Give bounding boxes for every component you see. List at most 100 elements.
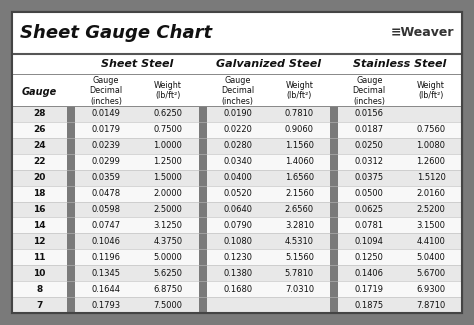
- Text: Galvanized Steel: Galvanized Steel: [216, 59, 321, 69]
- Text: 5.1560: 5.1560: [285, 253, 314, 262]
- Text: 2.5200: 2.5200: [417, 205, 446, 214]
- FancyBboxPatch shape: [338, 233, 462, 249]
- FancyBboxPatch shape: [338, 106, 462, 122]
- Text: 12: 12: [33, 237, 46, 246]
- FancyBboxPatch shape: [207, 265, 330, 281]
- FancyBboxPatch shape: [207, 297, 330, 313]
- FancyBboxPatch shape: [75, 202, 199, 217]
- Text: 0.0190: 0.0190: [223, 110, 252, 118]
- FancyBboxPatch shape: [12, 170, 67, 186]
- Text: 7.5000: 7.5000: [153, 301, 182, 309]
- FancyBboxPatch shape: [12, 186, 67, 202]
- FancyBboxPatch shape: [12, 12, 462, 313]
- Text: 3.2810: 3.2810: [285, 221, 314, 230]
- FancyBboxPatch shape: [207, 122, 330, 138]
- Text: 1.6560: 1.6560: [285, 173, 314, 182]
- Text: 0.0220: 0.0220: [223, 125, 252, 134]
- Text: Weight
(lb/ft²): Weight (lb/ft²): [285, 81, 313, 100]
- Text: 0.1875: 0.1875: [355, 301, 384, 309]
- Text: Sheet Gauge Chart: Sheet Gauge Chart: [20, 24, 212, 42]
- Text: 0.1719: 0.1719: [355, 285, 384, 293]
- Text: 2.1560: 2.1560: [285, 189, 314, 198]
- Text: 0.0790: 0.0790: [223, 221, 252, 230]
- Text: 0.0500: 0.0500: [355, 189, 383, 198]
- Text: 0.0340: 0.0340: [223, 157, 252, 166]
- FancyBboxPatch shape: [75, 106, 199, 122]
- Text: 0.0280: 0.0280: [223, 141, 252, 150]
- Text: 0.0747: 0.0747: [91, 221, 120, 230]
- FancyBboxPatch shape: [207, 138, 330, 154]
- Text: ≡Weaver: ≡Weaver: [391, 27, 454, 40]
- Text: 5.6250: 5.6250: [153, 269, 182, 278]
- Text: 0.0375: 0.0375: [355, 173, 384, 182]
- Text: 1.2500: 1.2500: [153, 157, 182, 166]
- FancyBboxPatch shape: [75, 281, 199, 297]
- Text: Gauge: Gauge: [22, 86, 57, 97]
- FancyBboxPatch shape: [338, 170, 462, 186]
- FancyBboxPatch shape: [338, 138, 462, 154]
- Text: 2.0160: 2.0160: [417, 189, 446, 198]
- FancyBboxPatch shape: [12, 54, 462, 74]
- Text: 5.0000: 5.0000: [153, 253, 182, 262]
- Text: 1.2600: 1.2600: [417, 157, 446, 166]
- FancyBboxPatch shape: [338, 154, 462, 170]
- Text: 6.9300: 6.9300: [417, 285, 446, 293]
- Text: 0.0239: 0.0239: [91, 141, 120, 150]
- Text: 0.0625: 0.0625: [355, 205, 384, 214]
- FancyBboxPatch shape: [338, 297, 462, 313]
- Text: 20: 20: [33, 173, 46, 182]
- FancyBboxPatch shape: [338, 217, 462, 233]
- Text: 0.0149: 0.0149: [91, 110, 120, 118]
- FancyBboxPatch shape: [207, 217, 330, 233]
- Text: 5.0400: 5.0400: [417, 253, 446, 262]
- FancyBboxPatch shape: [75, 154, 199, 170]
- FancyBboxPatch shape: [207, 186, 330, 202]
- Text: Gauge
Decimal
(inches): Gauge Decimal (inches): [90, 76, 122, 106]
- Text: 0.0640: 0.0640: [223, 205, 252, 214]
- Text: 7: 7: [36, 301, 43, 309]
- Text: 5.6700: 5.6700: [417, 269, 446, 278]
- Text: 0.0179: 0.0179: [91, 125, 120, 134]
- Text: 0.0250: 0.0250: [355, 141, 383, 150]
- Text: Sheet Steel: Sheet Steel: [100, 59, 173, 69]
- FancyBboxPatch shape: [207, 249, 330, 265]
- FancyBboxPatch shape: [12, 202, 67, 217]
- Text: 0.7500: 0.7500: [153, 125, 182, 134]
- Text: 4.4100: 4.4100: [417, 237, 446, 246]
- Text: 26: 26: [33, 125, 46, 134]
- FancyBboxPatch shape: [199, 54, 207, 313]
- FancyBboxPatch shape: [12, 265, 67, 281]
- FancyBboxPatch shape: [330, 54, 338, 313]
- FancyBboxPatch shape: [75, 265, 199, 281]
- Text: 0.0299: 0.0299: [91, 157, 120, 166]
- Text: 6.8750: 6.8750: [153, 285, 182, 293]
- Text: 14: 14: [33, 221, 46, 230]
- FancyBboxPatch shape: [75, 170, 199, 186]
- FancyBboxPatch shape: [207, 202, 330, 217]
- FancyBboxPatch shape: [75, 233, 199, 249]
- Text: 0.0312: 0.0312: [355, 157, 384, 166]
- Text: 1.1560: 1.1560: [285, 141, 314, 150]
- FancyBboxPatch shape: [75, 186, 199, 202]
- Text: 0.0598: 0.0598: [91, 205, 120, 214]
- FancyBboxPatch shape: [12, 154, 67, 170]
- Text: 0.1196: 0.1196: [91, 253, 120, 262]
- FancyBboxPatch shape: [12, 106, 67, 122]
- Text: 0.7560: 0.7560: [417, 125, 446, 134]
- Text: 5.7810: 5.7810: [285, 269, 314, 278]
- Text: 0.1793: 0.1793: [91, 301, 120, 309]
- Text: 0.0187: 0.0187: [355, 125, 384, 134]
- Text: 1.0080: 1.0080: [417, 141, 446, 150]
- Text: 4.5310: 4.5310: [285, 237, 314, 246]
- Text: 0.7810: 0.7810: [285, 110, 314, 118]
- Text: 1.5120: 1.5120: [417, 173, 446, 182]
- Text: 3.1500: 3.1500: [417, 221, 446, 230]
- Text: 0.1250: 0.1250: [355, 253, 383, 262]
- FancyBboxPatch shape: [338, 202, 462, 217]
- FancyBboxPatch shape: [67, 54, 75, 313]
- Text: 28: 28: [33, 110, 46, 118]
- Text: 0.0478: 0.0478: [91, 189, 120, 198]
- FancyBboxPatch shape: [75, 249, 199, 265]
- FancyBboxPatch shape: [338, 281, 462, 297]
- Text: 0.1345: 0.1345: [91, 269, 120, 278]
